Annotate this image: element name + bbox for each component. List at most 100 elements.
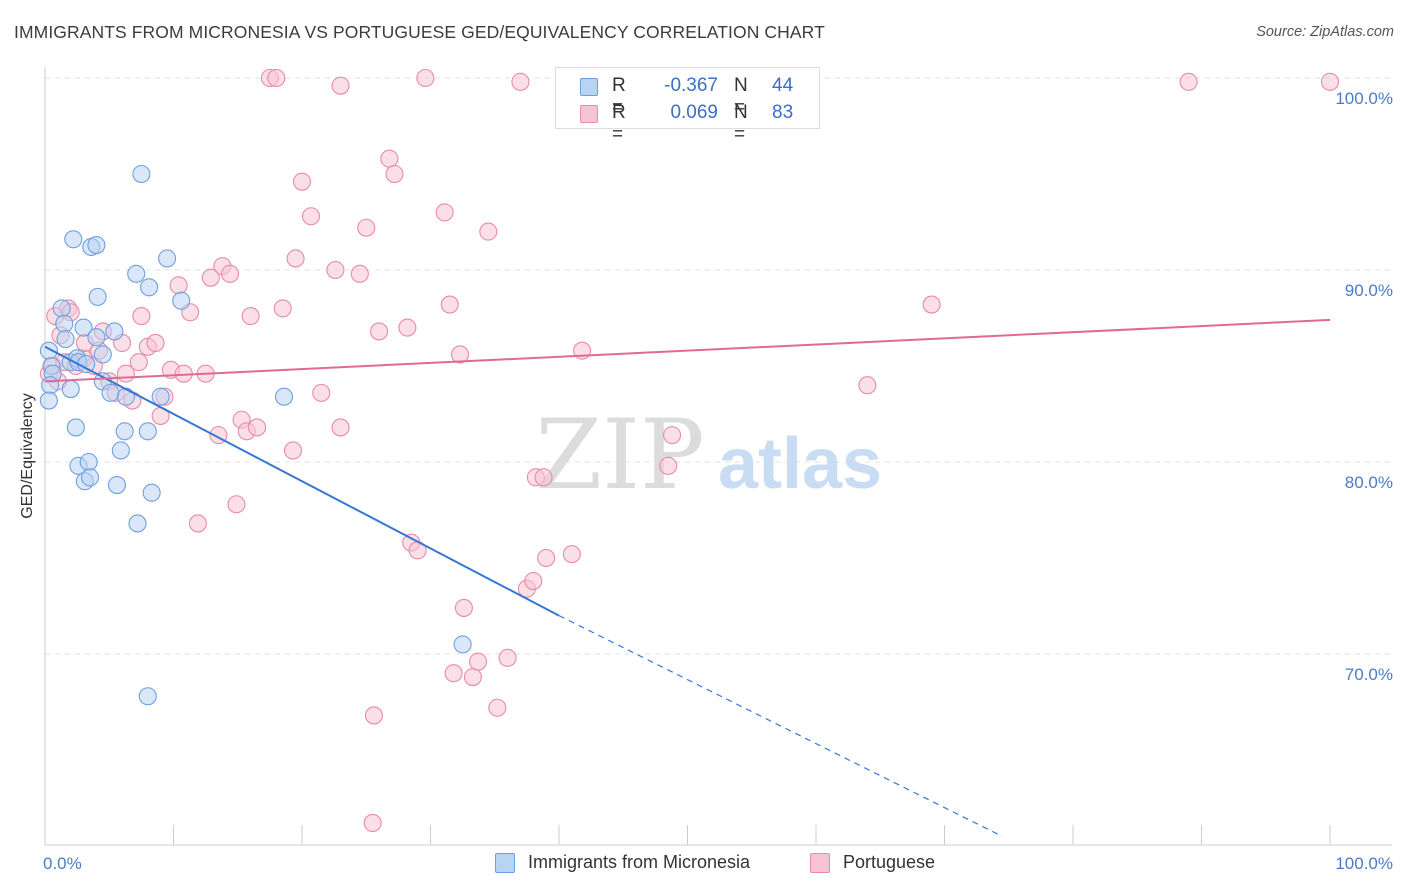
legend-r-label: R = — [612, 75, 626, 118]
point-portuguese — [370, 322, 389, 341]
point-portuguese — [524, 571, 543, 591]
legend-n-label: N = — [734, 75, 748, 118]
point-portuguese — [922, 295, 941, 314]
point-portuguese — [463, 667, 482, 687]
grid-layer — [45, 77, 1392, 655]
point-portuguese — [562, 545, 581, 564]
point-portuguese — [454, 598, 473, 617]
legend-swatch-micronesia — [580, 78, 598, 96]
point-micronesia — [55, 314, 74, 333]
point-micronesia — [105, 322, 124, 341]
point-portuguese — [1320, 72, 1340, 91]
point-portuguese — [380, 149, 399, 168]
x-tick-label: 0.0% — [43, 854, 82, 873]
point-micronesia — [138, 687, 157, 706]
point-micronesia — [79, 452, 98, 472]
point-portuguese — [326, 260, 345, 280]
trend-line-micronesia — [44, 345, 560, 617]
chart-title: IMMIGRANTS FROM MICRONESIA VS PORTUGUESE… — [14, 22, 825, 42]
point-micronesia — [127, 264, 146, 283]
point-portuguese — [451, 345, 470, 364]
point-portuguese — [286, 249, 305, 268]
x-tick-label: 100.0% — [1335, 854, 1393, 873]
y-axis-label: GED/Equivalency — [19, 393, 36, 518]
series-swatch-portuguese — [810, 853, 830, 873]
legend-n-value: 83 — [772, 102, 794, 123]
point-portuguese — [273, 299, 292, 318]
point-portuguese — [169, 276, 188, 295]
point-micronesia — [39, 341, 58, 360]
point-portuguese — [132, 307, 151, 326]
point-portuguese — [537, 548, 556, 568]
point-portuguese — [858, 376, 877, 395]
point-portuguese — [283, 441, 303, 460]
point-micronesia — [56, 330, 75, 349]
point-portuguese — [129, 353, 148, 372]
point-portuguese — [659, 456, 678, 475]
point-portuguese — [511, 72, 530, 91]
axes-layer — [44, 67, 1392, 846]
point-micronesia — [39, 391, 58, 410]
point-portuguese — [479, 222, 498, 241]
point-portuguese — [444, 664, 463, 683]
point-micronesia — [61, 379, 80, 399]
point-micronesia — [453, 635, 472, 654]
point-portuguese — [241, 307, 260, 326]
point-portuguese — [350, 264, 369, 283]
point-portuguese — [331, 76, 350, 95]
point-micronesia — [88, 287, 107, 306]
point-micronesia — [101, 383, 120, 402]
point-micronesia — [66, 418, 85, 437]
point-micronesia — [128, 514, 147, 533]
point-portuguese — [220, 264, 240, 283]
point-portuguese — [416, 68, 435, 88]
point-portuguese — [301, 207, 321, 226]
legend-r-value: 0.069 — [670, 102, 718, 123]
source-label: Source: ZipAtlas.com — [1256, 24, 1394, 40]
point-micronesia — [87, 328, 106, 347]
point-portuguese — [227, 495, 246, 514]
point-micronesia — [64, 230, 83, 249]
point-portuguese — [292, 172, 312, 191]
x-tick-labels: 0.0% 100.0% — [43, 854, 1393, 873]
point-portuguese — [498, 648, 517, 667]
point-portuguese — [201, 268, 220, 287]
point-micronesia — [93, 345, 112, 364]
y-tick-label: 80.0% — [1345, 473, 1393, 492]
legend-swatch-portuguese — [580, 105, 598, 123]
point-portuguese — [663, 426, 682, 445]
point-micronesia — [172, 291, 191, 310]
legend-n-label: N = — [734, 102, 748, 145]
point-portuguese — [188, 514, 207, 533]
y-tick-label: 70.0% — [1345, 665, 1393, 684]
point-micronesia — [138, 422, 157, 441]
y-tick-label: 100.0% — [1335, 89, 1393, 108]
point-portuguese — [312, 383, 331, 402]
point-portuguese — [435, 203, 454, 222]
trend-lines — [44, 318, 1331, 837]
y-tick-label: 90.0% — [1345, 281, 1393, 300]
watermark: ZIP atlas — [535, 399, 882, 511]
trend-line-portuguese — [44, 318, 1331, 383]
point-portuguese — [331, 418, 350, 437]
series-swatch-micronesia — [495, 853, 515, 873]
point-portuguese — [247, 418, 267, 437]
point-portuguese — [398, 318, 417, 337]
watermark-atlas: atlas — [718, 424, 882, 504]
point-micronesia — [41, 376, 60, 395]
point-portuguese — [364, 706, 384, 725]
legend-r-value: -0.367 — [664, 75, 718, 96]
x-ticks-layer — [44, 825, 1331, 845]
point-portuguese — [267, 68, 286, 88]
point-micronesia — [151, 387, 170, 406]
watermark-zip: ZIP — [535, 399, 704, 511]
point-micronesia — [74, 318, 93, 337]
point-portuguese — [363, 813, 382, 833]
point-micronesia — [132, 164, 151, 184]
point-micronesia — [116, 387, 136, 406]
point-micronesia — [142, 483, 161, 502]
legend-r-label: R = — [612, 102, 626, 145]
series-label-portuguese: Portuguese — [843, 852, 936, 872]
point-micronesia — [111, 441, 130, 460]
